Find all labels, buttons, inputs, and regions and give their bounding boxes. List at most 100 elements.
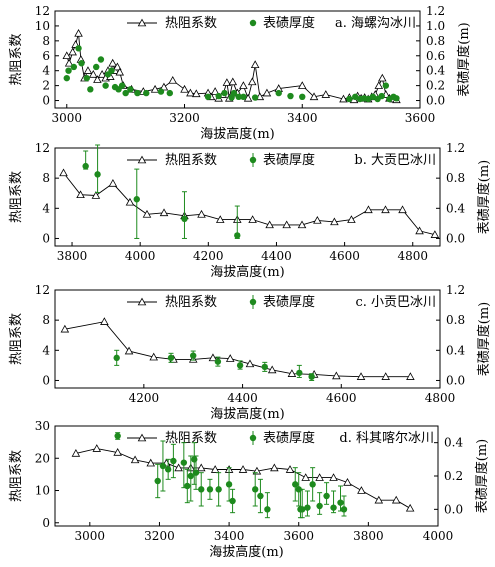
debris-thickness-point (229, 497, 236, 505)
debris-thickness-point (94, 171, 101, 178)
debris-thickness-point (235, 93, 242, 101)
series-debris-thickness (113, 349, 315, 381)
x-axis-title: 海拔高度(m) (210, 264, 284, 280)
debris-thickness-point (184, 482, 191, 490)
debris-thickness-point (215, 486, 222, 493)
debris-thickness-point (337, 499, 344, 506)
thermal-resistance-point (357, 486, 366, 494)
debris-thickness-point (166, 89, 173, 97)
x-tick-label: 3400 (287, 111, 318, 125)
y-left-tick-label: 30 (35, 419, 50, 433)
legend-circle-marker (249, 434, 257, 442)
thermal-resistance-point (391, 495, 401, 504)
x-axis-title: 海拔高度(m) (209, 544, 283, 560)
panel-annotation: c. 小贡巴冰川 (355, 295, 436, 310)
y-right-tick-label: 0.4 (444, 436, 463, 450)
y-left-tick-label: 0 (42, 516, 50, 530)
debris-thickness-point (122, 89, 129, 97)
debris-thickness-point (133, 196, 140, 203)
debris-thickness-point (108, 67, 115, 74)
debris-thickness-point (83, 74, 90, 82)
debris-thickness-point (330, 504, 337, 511)
thermal-resistance-point (88, 69, 98, 78)
thermal-resistance-point (313, 215, 322, 224)
debris-thickness-point (206, 486, 214, 493)
thermal-resistance-point (62, 51, 72, 60)
debris-thickness-point (114, 432, 121, 440)
debris-thickness-point (275, 89, 282, 97)
series-thermal-resistance (60, 317, 415, 380)
panel-annotation: a. 海螺沟冰川 (335, 16, 416, 31)
thermal-resistance-point (347, 215, 356, 223)
series-debris-thickness (114, 432, 348, 519)
x-tick-label: 4400 (227, 391, 258, 405)
thermal-resistance-point (108, 58, 117, 67)
y-right-axis-title: 表碛厚度(m) (456, 22, 472, 96)
x-tick-label: 4000 (125, 249, 156, 263)
thermal-resistance-point (125, 197, 135, 206)
legend-label-line: 热阻系数 (165, 431, 217, 446)
debris-thickness-point (340, 506, 348, 513)
thermal-resistance-point (330, 217, 339, 226)
plot-frame (54, 10, 421, 109)
y-right-tick-label: 0.0 (426, 94, 445, 108)
y-left-tick-label: 4 (42, 201, 50, 215)
x-tick-label: 3000 (52, 111, 83, 125)
debris-thickness-point (113, 354, 120, 362)
y-right-tick-label: 0.6 (426, 49, 445, 63)
debris-thickness-point (323, 492, 330, 500)
series-thermal-resistance (59, 168, 440, 238)
y-right-tick-label: 0.8 (446, 171, 465, 185)
chart-panel-b: 3800 4000 4200 4400 4600 4800 0 4 8 12 0.0 0.4 0.8 1.… (9, 141, 492, 280)
thermal-resistance-point (297, 220, 307, 229)
debris-thickness-point (316, 502, 323, 510)
y-left-tick-label: 0 (42, 231, 50, 245)
debris-thickness-point (192, 469, 200, 476)
y-right-tick-label: 0.4 (446, 343, 465, 357)
thermal-resistance-point (248, 215, 257, 223)
debris-thickness-point (252, 486, 259, 493)
debris-thickness-point (143, 89, 150, 97)
plot-frame (54, 147, 441, 247)
plot-frame (54, 289, 441, 389)
y-right-tick-label: 1.2 (426, 4, 445, 18)
debris-thickness-point (251, 94, 259, 101)
thermal-resistance-point (267, 365, 277, 374)
thermal-resistance-point (265, 220, 274, 229)
thermal-resistance-point (210, 87, 220, 95)
thermal-resistance-point (215, 215, 225, 223)
thermal-resistance-point (115, 67, 125, 76)
thermal-resistance-point (60, 324, 70, 333)
x-tick-label: 3200 (169, 111, 200, 125)
y-left-axis-title: 热阻系数 (9, 171, 24, 223)
legend-label-points: 表碛厚度 (263, 152, 315, 168)
x-tick-label: 4800 (397, 249, 428, 263)
panel-annotation: d. 科其喀尔冰川 (339, 430, 434, 446)
y-left-tick-label: 10 (35, 484, 50, 498)
y-left-tick-label: 4 (42, 343, 50, 357)
thermal-resistance-point (364, 205, 373, 214)
thermal-resistance-point (197, 209, 206, 218)
series-debris-thickness (63, 45, 400, 103)
legend-triangle-marker (137, 155, 147, 164)
thermal-resistance-point (76, 190, 85, 199)
thermal-resistance-point (381, 372, 390, 380)
debris-thickness-point (225, 481, 233, 488)
thermal-resistance-point (222, 78, 232, 86)
legend-circle-marker (249, 156, 257, 164)
debris-thickness-point (299, 506, 306, 513)
thermal-resistance-point (59, 168, 68, 177)
thermal-resistance-point (108, 179, 118, 187)
y-right-tick-label: 0.8 (426, 34, 445, 48)
thermal-resistance-point (210, 465, 220, 473)
thermal-resistance-point (374, 495, 384, 504)
thermal-resistance-point (332, 371, 341, 380)
thermal-resistance-point (130, 455, 140, 464)
x-tick-label: 3600 (405, 111, 436, 125)
y-right-tick-label: 0.2 (426, 79, 445, 93)
y-right-tick-label: 1.2 (446, 283, 465, 297)
x-tick-label: 4400 (261, 249, 292, 263)
y-left-tick-label: 12 (35, 4, 50, 18)
thermal-resistance-point (321, 90, 331, 98)
debris-thickness-point (215, 92, 222, 100)
